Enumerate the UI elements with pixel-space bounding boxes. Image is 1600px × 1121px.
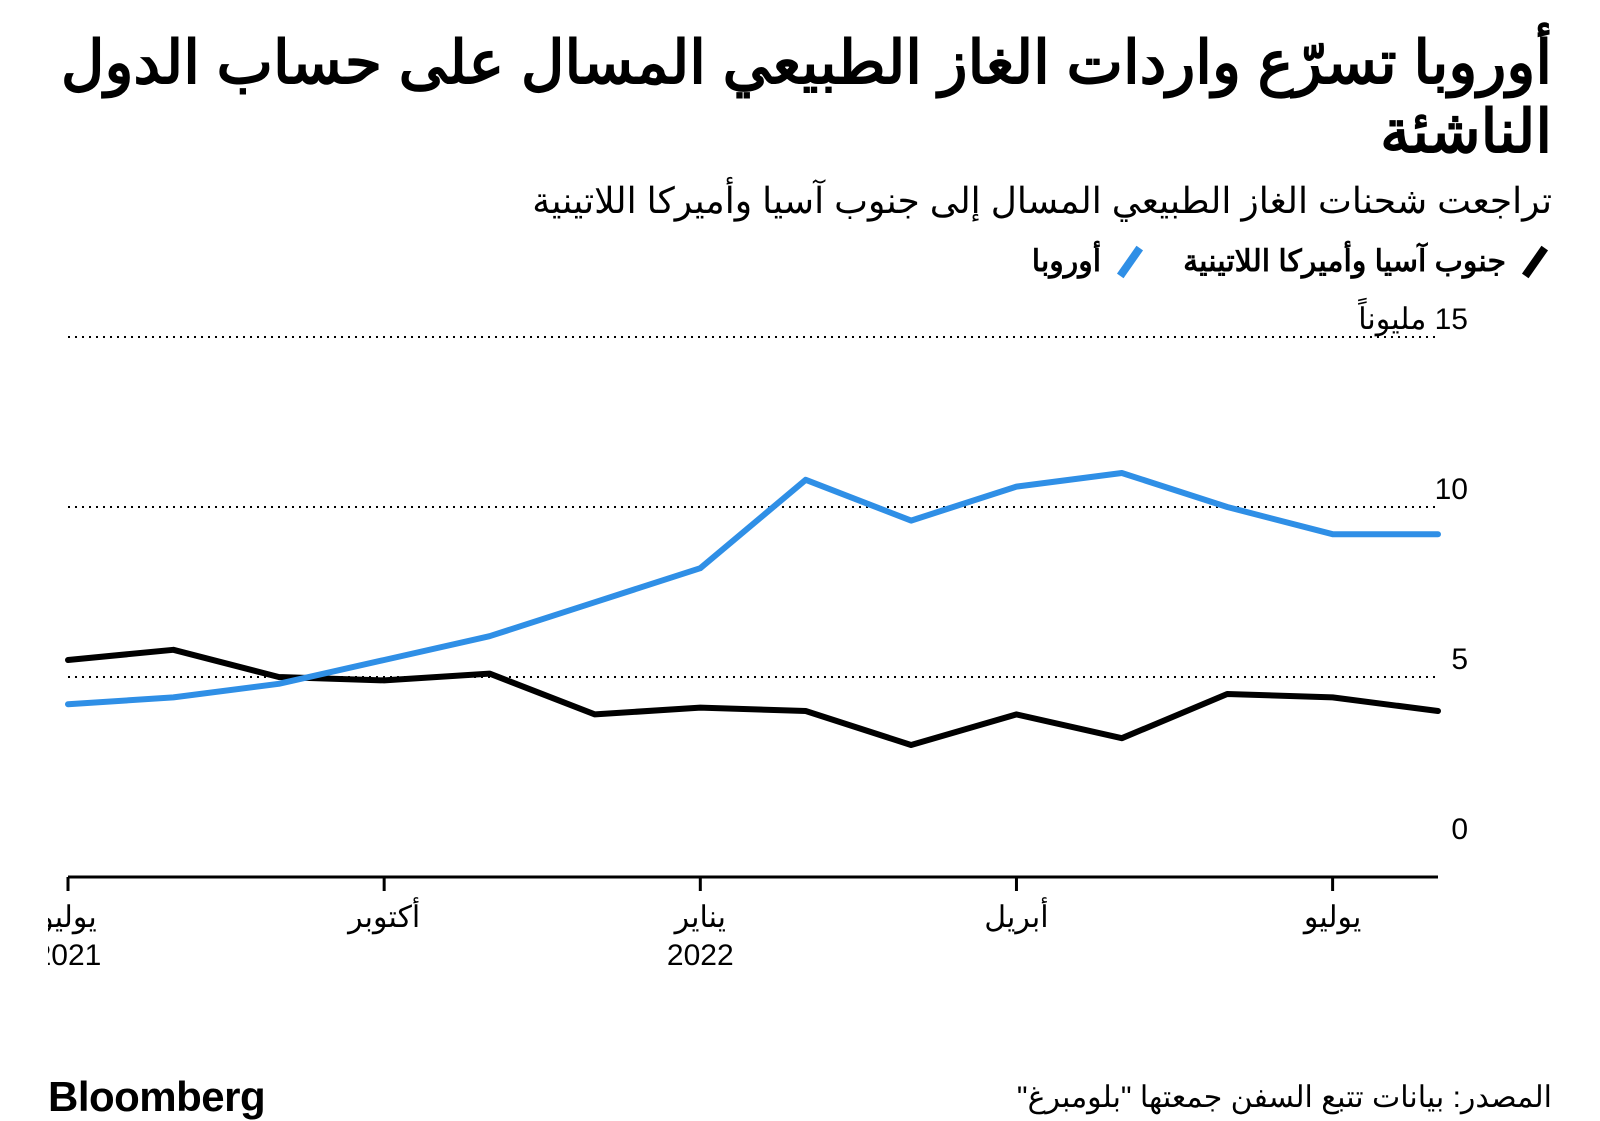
legend: جنوب آسيا وأميركا اللاتينية أوروبا bbox=[48, 244, 1552, 279]
chart-subtitle: تراجعت شحنات الغاز الطبيعي المسال إلى جن… bbox=[48, 180, 1552, 222]
legend-label-1: جنوب آسيا وأميركا اللاتينية bbox=[1183, 244, 1506, 279]
svg-text:أكتوبر: أكتوبر bbox=[346, 897, 420, 935]
line-chart-svg: 0 5 10 15 مليوناً يوليو 2021 أكتوبر يناير 2022 أب… bbox=[48, 297, 1552, 1037]
svg-text:0: 0 bbox=[1451, 813, 1468, 846]
svg-text:يوليو: يوليو bbox=[48, 901, 97, 935]
legend-swatch-2 bbox=[1117, 245, 1143, 277]
svg-text:أبريل: أبريل bbox=[984, 897, 1048, 935]
legend-label-2: أوروبا bbox=[1032, 244, 1101, 279]
source-text: المصدر: بيانات تتبع السفن جمعتها "بلومبر… bbox=[1017, 1080, 1552, 1115]
chart-title: أوروبا تسرّع واردات الغاز الطبيعي المسال… bbox=[48, 28, 1552, 166]
svg-text:2021: 2021 bbox=[48, 939, 101, 972]
footer: المصدر: بيانات تتبع السفن جمعتها "بلومبر… bbox=[48, 1073, 1552, 1121]
svg-text:2022: 2022 bbox=[667, 939, 734, 972]
svg-text:15 مليوناً: 15 مليوناً bbox=[1358, 297, 1468, 337]
svg-text:يوليو: يوليو bbox=[1302, 901, 1362, 935]
legend-item-series2: أوروبا bbox=[1032, 244, 1147, 279]
legend-swatch-1 bbox=[1522, 245, 1548, 277]
svg-text:5: 5 bbox=[1451, 643, 1468, 676]
brand-logo: Bloomberg bbox=[48, 1073, 265, 1121]
chart-area: 0 5 10 15 مليوناً يوليو 2021 أكتوبر يناير 2022 أب… bbox=[48, 297, 1552, 1037]
svg-text:يناير: يناير bbox=[673, 901, 726, 935]
svg-text:10: 10 bbox=[1435, 473, 1468, 506]
legend-item-series1: جنوب آسيا وأميركا اللاتينية bbox=[1183, 244, 1552, 279]
